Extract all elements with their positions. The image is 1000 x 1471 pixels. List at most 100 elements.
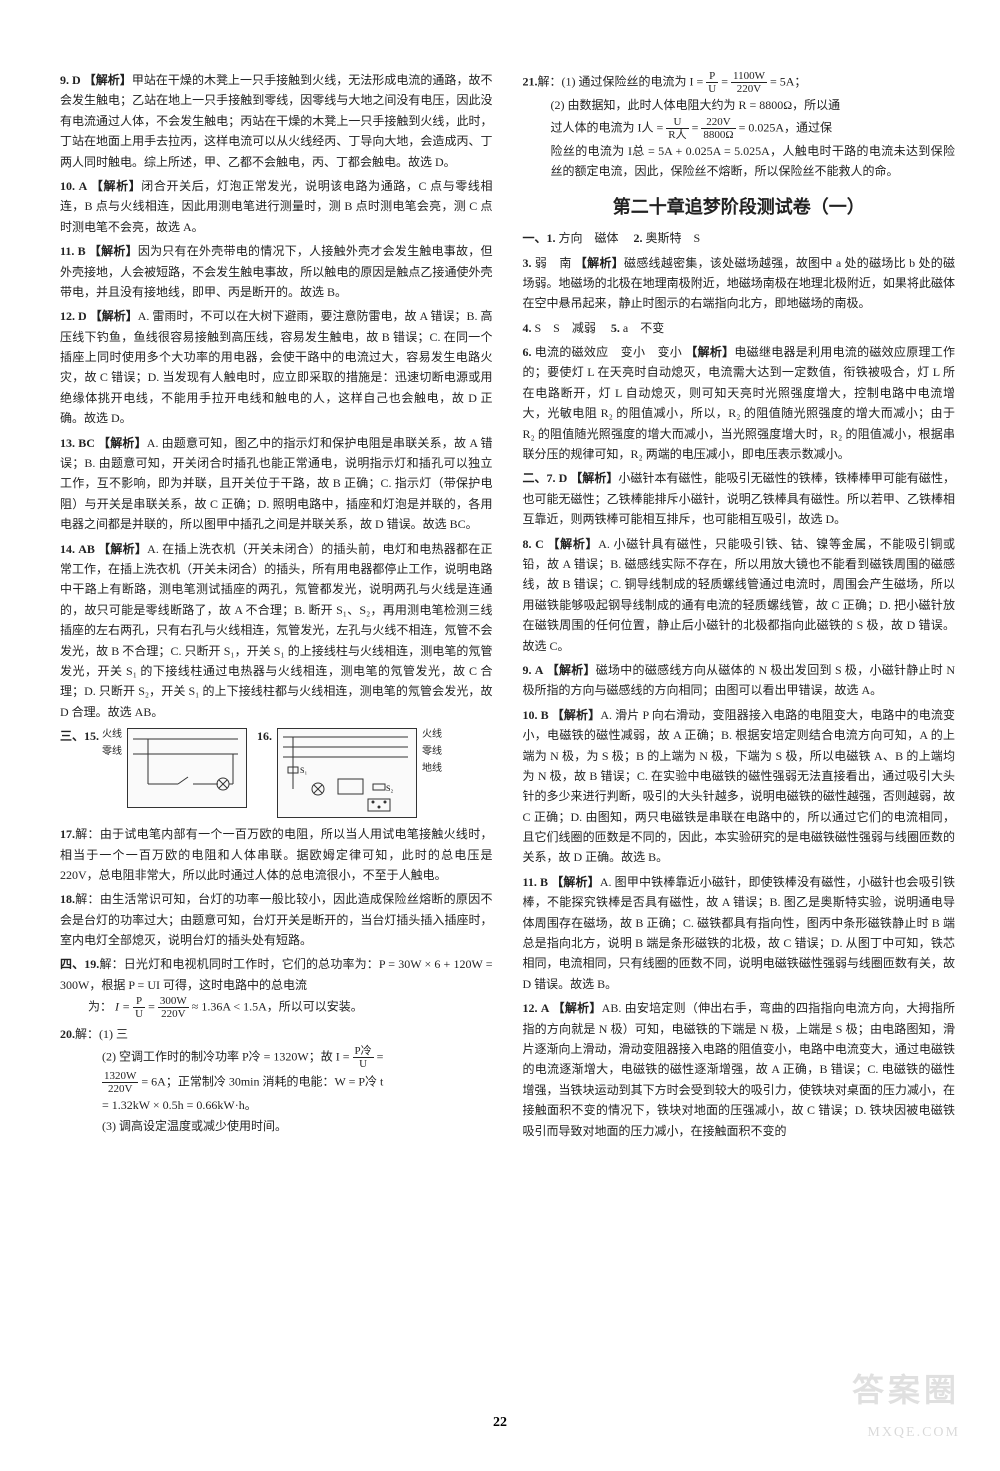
question-21: 21.解：(1) 通过保险丝的电流为 I = PU = 1100W220V = … <box>523 70 956 182</box>
svg-text:S₂: S₂ <box>386 784 393 793</box>
svg-text:S₁: S₁ <box>300 766 307 775</box>
q21-eq: = <box>721 74 731 88</box>
a12-label: 【解析】 <box>553 1001 602 1015</box>
q21-part2b: 过人体的电流为 I人 = UR人 = 220V8800Ω = 0.025A，通过… <box>523 116 956 141</box>
answer-6: 6. 电流的磁效应 变小 变小 【解析】电磁继电器是利用电流的磁效应原理工作的；… <box>523 342 956 464</box>
answer-4-5: 4. S S 减弱 5. a 不变 <box>523 318 956 338</box>
page-number: 22 <box>493 1415 507 1431</box>
question-12: 12. D 【解析】A. 雷雨时，不可以在大树下避雨，要注意防雷电，故 A 错误… <box>60 306 493 428</box>
q16-label-3: 地线 <box>422 760 442 777</box>
q15-label-2: 零线 <box>102 743 122 760</box>
q21-text2a: (2) 由数据知，此时人体电阻大约为 R = 8800Ω，所以通 <box>551 98 841 112</box>
s1-a1: 方向 磁体 <box>559 231 619 245</box>
q16-num: 16. <box>257 729 272 743</box>
q19-formula-prefix: I = <box>115 1000 133 1014</box>
q19-frac2: 300W220V <box>158 995 189 1020</box>
q21-part2d: 险丝的电流为 I总 = 5A + 0.025A = 5.025A，人触电时干路的… <box>523 141 956 182</box>
question-9: 9. D 【解析】甲站在干燥的木凳上一只手接触到火线，无法形成电流的通路，故不会… <box>60 70 493 172</box>
q19-text-c: ≈ 1.36A < 1.5A，所以可以安装。 <box>192 1000 363 1014</box>
circuit-diagram-16: S₁ S₂ <box>277 728 417 818</box>
a8-ans: C <box>535 537 544 551</box>
answer-8: 8. C 【解析】A. 小磁针具有磁性，只能吸引铁、钴、镍等金属，不能吸引铜或铅… <box>523 534 956 656</box>
a11-ans: B <box>540 875 548 889</box>
q11-num: 11. <box>60 244 74 258</box>
q20-frac1: P冷U <box>353 1045 374 1070</box>
question-19: 四、19.解：日光灯和电视机同时工作时，它们的总功率为：P = 30W × 6 … <box>60 954 493 1020</box>
q21-frac3: UR人 <box>666 116 688 141</box>
q19-text-a: 解：日光灯和电视机同时工作时，它们的总功率为：P = 30W × 6 + 120… <box>60 957 493 991</box>
a3-label: 【解析】 <box>575 256 624 270</box>
q10-num: 10. <box>60 179 75 193</box>
q19-text-b: 为： <box>88 1000 112 1014</box>
s2-header: 二、7. <box>523 471 556 485</box>
q13-label: 【解析】 <box>98 436 147 450</box>
a10-ans: B <box>541 708 549 722</box>
q18-num: 18. <box>60 892 75 906</box>
q20-num: 20. <box>60 1027 75 1041</box>
a8-num: 8. <box>523 537 532 551</box>
a6-ans: 电流的磁效应 变小 变小 <box>535 345 682 359</box>
q15-block: 三、15. 火线 零线 <box>60 726 249 810</box>
q19-formula-line: 为： I = PU = 300W220V ≈ 1.36A < 1.5A，所以可以… <box>60 995 493 1020</box>
section-1: 一、1. 方向 磁体 2. 奥斯特 S <box>523 228 956 248</box>
answer-9: 9. A 【解析】磁场中的磁感线方向从磁体的 N 极出发回到 S 极，小磁针静止… <box>523 660 956 701</box>
q21-frac4: 220V8800Ω <box>701 116 735 141</box>
a5-num: 5. <box>611 321 620 335</box>
a12-num: 12. <box>523 1001 538 1015</box>
q20-part2a: (2) 空调工作时的制冷功率 P冷 = 1320W；故 I = P冷U = <box>60 1045 493 1070</box>
s1-header: 一、1. <box>523 231 556 245</box>
a5: a 不变 <box>623 321 664 335</box>
a6-text: 电磁继电器是利用电流的磁效应原理工作的；要使灯 L 在天亮时自动熄灭，电流需大达… <box>523 345 956 461</box>
a8-text: A. 小磁针具有磁性，只能吸引铁、钴、镍等金属，不能吸引铜或铅，故 A 错误；B… <box>523 537 956 653</box>
q14-text: A. 在插上洗衣机（开关未闭合）的插头前，电灯和电热器都在正常工作，在插上洗衣机… <box>60 542 493 719</box>
answer-12: 12. A 【解析】AB. 由安培定则（伸出右手，弯曲的四指指向电流方向，大拇指… <box>523 998 956 1141</box>
q21-eq2: = <box>692 120 702 134</box>
a10-num: 10. <box>523 708 538 722</box>
q15-label-1: 火线 <box>102 726 122 743</box>
a8-label: 【解析】 <box>548 537 599 551</box>
a9-ans: A <box>535 663 544 677</box>
question-15-16-row: 三、15. 火线 零线 <box>60 726 493 820</box>
a10-text: A. 滑片 P 向右滑动，变阻器接入电路的电阻变大，电路中的电流变小，电磁铁的磁… <box>523 708 956 865</box>
q20-frac2: 1320W220V <box>102 1070 138 1095</box>
a6-label: 【解析】 <box>685 345 734 359</box>
a9-num: 9. <box>523 663 532 677</box>
answer-11: 11. B 【解析】A. 图甲中铁棒靠近小磁针，即使铁棒没有磁性，小磁针也会吸引… <box>523 872 956 994</box>
s1-a2: 奥斯特 S <box>646 231 701 245</box>
q21-frac1: PU <box>706 70 718 95</box>
q14-num: 14. <box>60 542 75 556</box>
q18-text: 解：由生活常识可知，台灯的功率一般比较小，因此造成保险丝熔断的原因不会是台灯的功… <box>60 892 493 947</box>
q19-num: 四、19. <box>60 957 99 971</box>
q10-ans: A <box>79 179 88 193</box>
page-container: 9. D 【解析】甲站在干燥的木凳上一只手接触到火线，无法形成电流的通路，故不会… <box>0 0 1000 1471</box>
watermark-main: 答案圈 <box>852 1365 960 1411</box>
left-column: 9. D 【解析】甲站在干燥的木凳上一只手接触到火线，无法形成电流的通路，故不会… <box>60 70 493 1145</box>
question-17: 17.解：由于试电笔内部有一个一百万欧的电阻，所以当人用试电笔接触火线时，相当于… <box>60 824 493 885</box>
q20-text3: (3) 调高设定温度或减少使用时间。 <box>102 1119 287 1133</box>
q13-ans: BC <box>78 436 95 450</box>
q21-text1a: 解：(1) 通过保险丝的电流为 I = <box>538 74 707 88</box>
q21-part2a: (2) 由数据知，此时人体电阻大约为 R = 8800Ω，所以通 <box>523 95 956 115</box>
question-14: 14. AB 【解析】A. 在插上洗衣机（开关未闭合）的插头前，电灯和电热器都在… <box>60 539 493 723</box>
a7-label: 【解析】 <box>570 471 618 485</box>
q20-text2a: (2) 空调工作时的制冷功率 P冷 = 1320W；故 I = <box>102 1049 353 1063</box>
q19-eq: = <box>148 1000 158 1014</box>
q20-eq: = <box>377 1049 384 1063</box>
a6-num: 6. <box>523 345 532 359</box>
question-20: 20.解：(1) 三 (2) 空调工作时的制冷功率 P冷 = 1320W；故 I… <box>60 1024 493 1136</box>
q11-ans: B <box>78 244 86 258</box>
q17-text: 解：由于试电笔内部有一个一百万欧的电阻，所以当人用试电笔接触火线时，相当于一个一… <box>60 827 493 882</box>
question-13: 13. BC 【解析】A. 由题意可知，图乙中的指示灯和保护电阻是串联关系，故 … <box>60 433 493 535</box>
q17-num: 17. <box>60 827 75 841</box>
a4-num: 4. <box>523 321 532 335</box>
question-10: 10. A 【解析】闭合开关后，灯泡正常发光，说明该电路为通路，C 点与零线相连… <box>60 176 493 237</box>
q11-label: 【解析】 <box>89 244 138 258</box>
a4: S S 减弱 <box>535 321 596 335</box>
q9-label: 【解析】 <box>84 73 132 87</box>
section-2-q7: 二、7. D 【解析】小磁针本有磁性，能吸引无磁性的铁棒，铁棒棒甲可能有磁性，也… <box>523 468 956 529</box>
question-18: 18.解：由生活常识可知，台灯的功率一般比较小，因此造成保险丝熔断的原因不会是台… <box>60 889 493 950</box>
q9-ans: D <box>72 73 81 87</box>
q12-num: 12. <box>60 309 75 323</box>
q21-num: 21. <box>523 74 538 88</box>
a12-ans: A <box>541 1001 550 1015</box>
